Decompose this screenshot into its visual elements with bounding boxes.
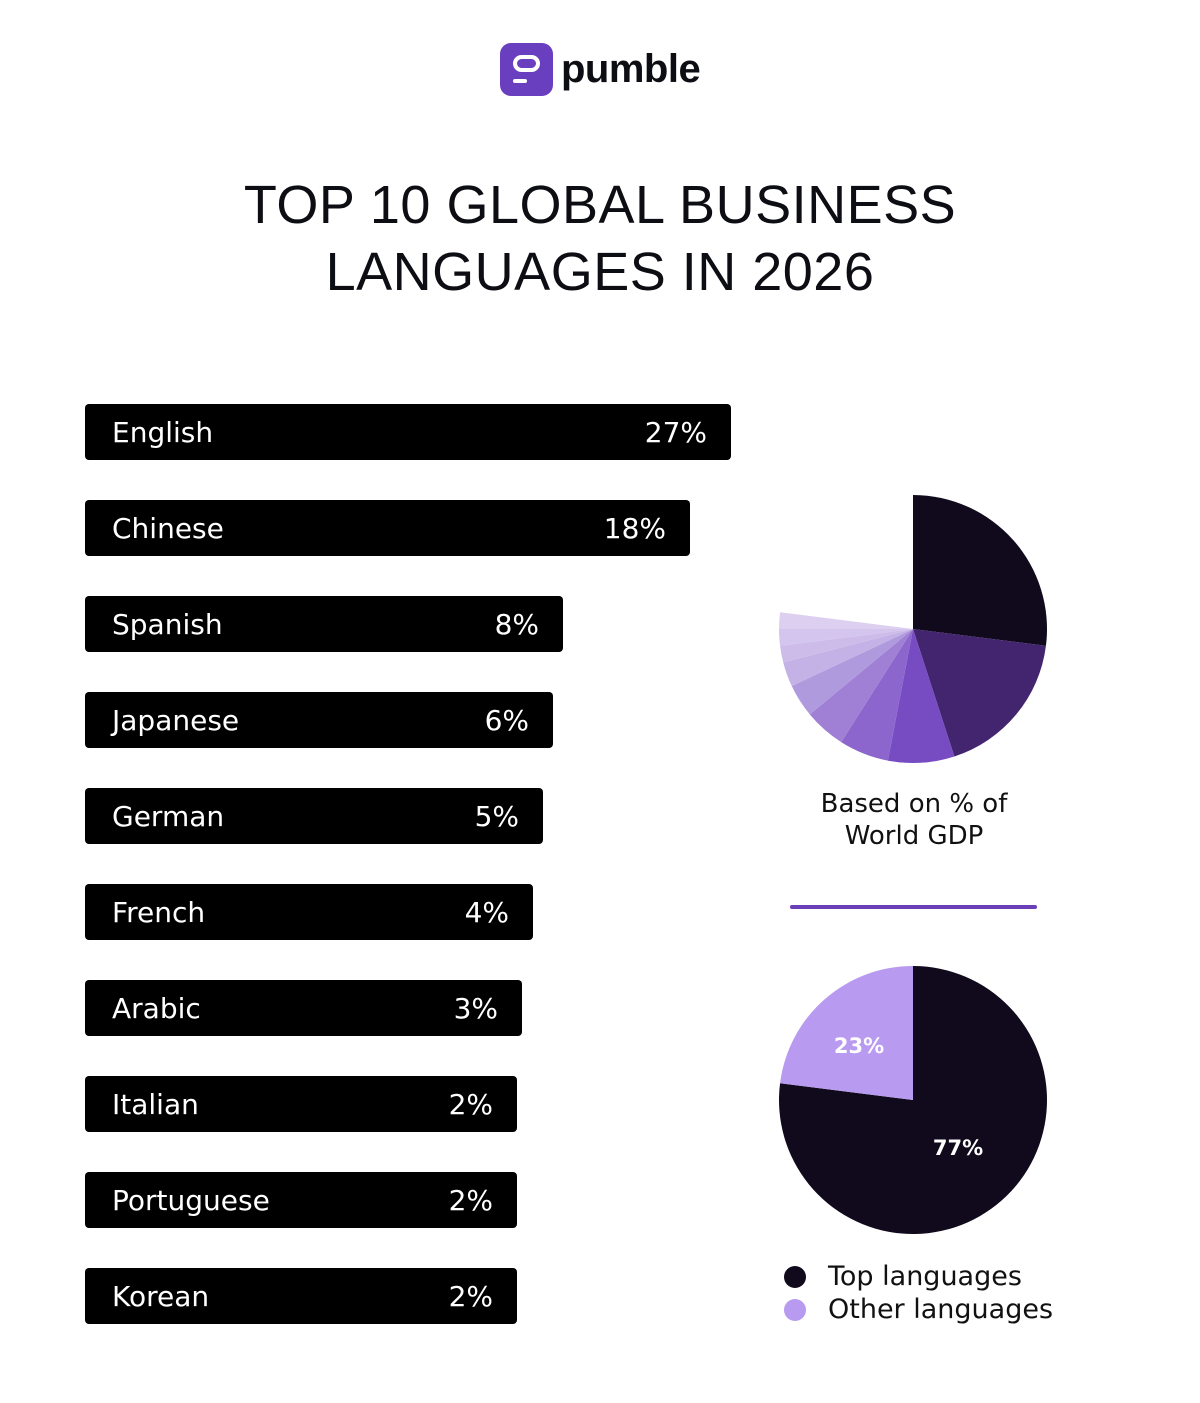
legend-item-other: Other languages (784, 1293, 1053, 1326)
pie-slice-spanish (887, 629, 955, 763)
bar-arabic: Arabic 3% (85, 980, 522, 1036)
pie-slice-english (913, 495, 1047, 646)
pumble-logo-icon (500, 43, 553, 96)
bar-label: Japanese (112, 703, 240, 737)
pie-slice-other (780, 966, 913, 1100)
bar-value-label: 2% (448, 1183, 493, 1217)
bar-label: Portuguese (112, 1183, 270, 1217)
bar-value-label: 6% (484, 703, 529, 737)
bar-korean: Korean 2% (85, 1268, 517, 1324)
pumble-logo: pumble (500, 43, 701, 96)
bar-chinese: Chinese 18% (85, 500, 690, 556)
pie-caption: Based on % of World GDP (820, 789, 1008, 851)
legend-label: Other languages (828, 1294, 1054, 1325)
pie-data-label: 23% (834, 1034, 884, 1058)
legend-dot-top (784, 1265, 806, 1288)
logo-text: pumble (561, 47, 701, 91)
pie-slice-japanese (841, 629, 913, 761)
bar-value-label: 5% (474, 799, 519, 833)
bar-value-label: 27% (644, 415, 707, 449)
pie-slice-arabic (783, 629, 913, 687)
bar-value-label: 8% (494, 607, 539, 641)
legend-item-top: Top languages (784, 1260, 1053, 1293)
bar-french: French 4% (85, 884, 533, 940)
bar-value-label: 18% (603, 511, 666, 545)
bar-value-label: 2% (448, 1087, 493, 1121)
pie-slice-italian (780, 629, 913, 663)
divider (790, 905, 1037, 909)
bar-italian: Italian 2% (85, 1076, 517, 1132)
bar-label: French (112, 895, 206, 929)
bar-label: Italian (112, 1087, 199, 1121)
bar-label: Spanish (112, 607, 223, 641)
bar-label: Arabic (112, 991, 201, 1025)
pie-slice-chinese (913, 629, 1046, 757)
bar-portuguese: Portuguese 2% (85, 1172, 517, 1228)
bar-german: German 5% (85, 788, 543, 844)
bar-japanese: Japanese 6% (85, 692, 553, 748)
legend-dot-other (784, 1298, 806, 1321)
bar-value-label: 2% (448, 1279, 493, 1313)
bar-label: English (112, 415, 214, 449)
pie-slice-korean (779, 612, 913, 629)
legend: Top languages Other languages (784, 1260, 1053, 1326)
legend-label: Top languages (828, 1261, 1022, 1292)
bar-value-label: 4% (464, 895, 509, 929)
pie-slice-portuguese (779, 629, 913, 646)
bar-spanish: Spanish 8% (85, 596, 563, 652)
bar-value-label: 3% (453, 991, 498, 1025)
pie-data-label: 77% (933, 1136, 983, 1160)
pie-slice-french (791, 629, 913, 715)
bar-label: Chinese (112, 511, 224, 545)
bar-label: German (112, 799, 225, 833)
bar-label: Korean (112, 1279, 210, 1313)
chart-title: TOP 10 GLOBAL BUSINESS LANGUAGES IN 2026 (243, 175, 957, 302)
pie-slice-german (809, 629, 913, 743)
bar-english: English 27% (85, 404, 731, 460)
